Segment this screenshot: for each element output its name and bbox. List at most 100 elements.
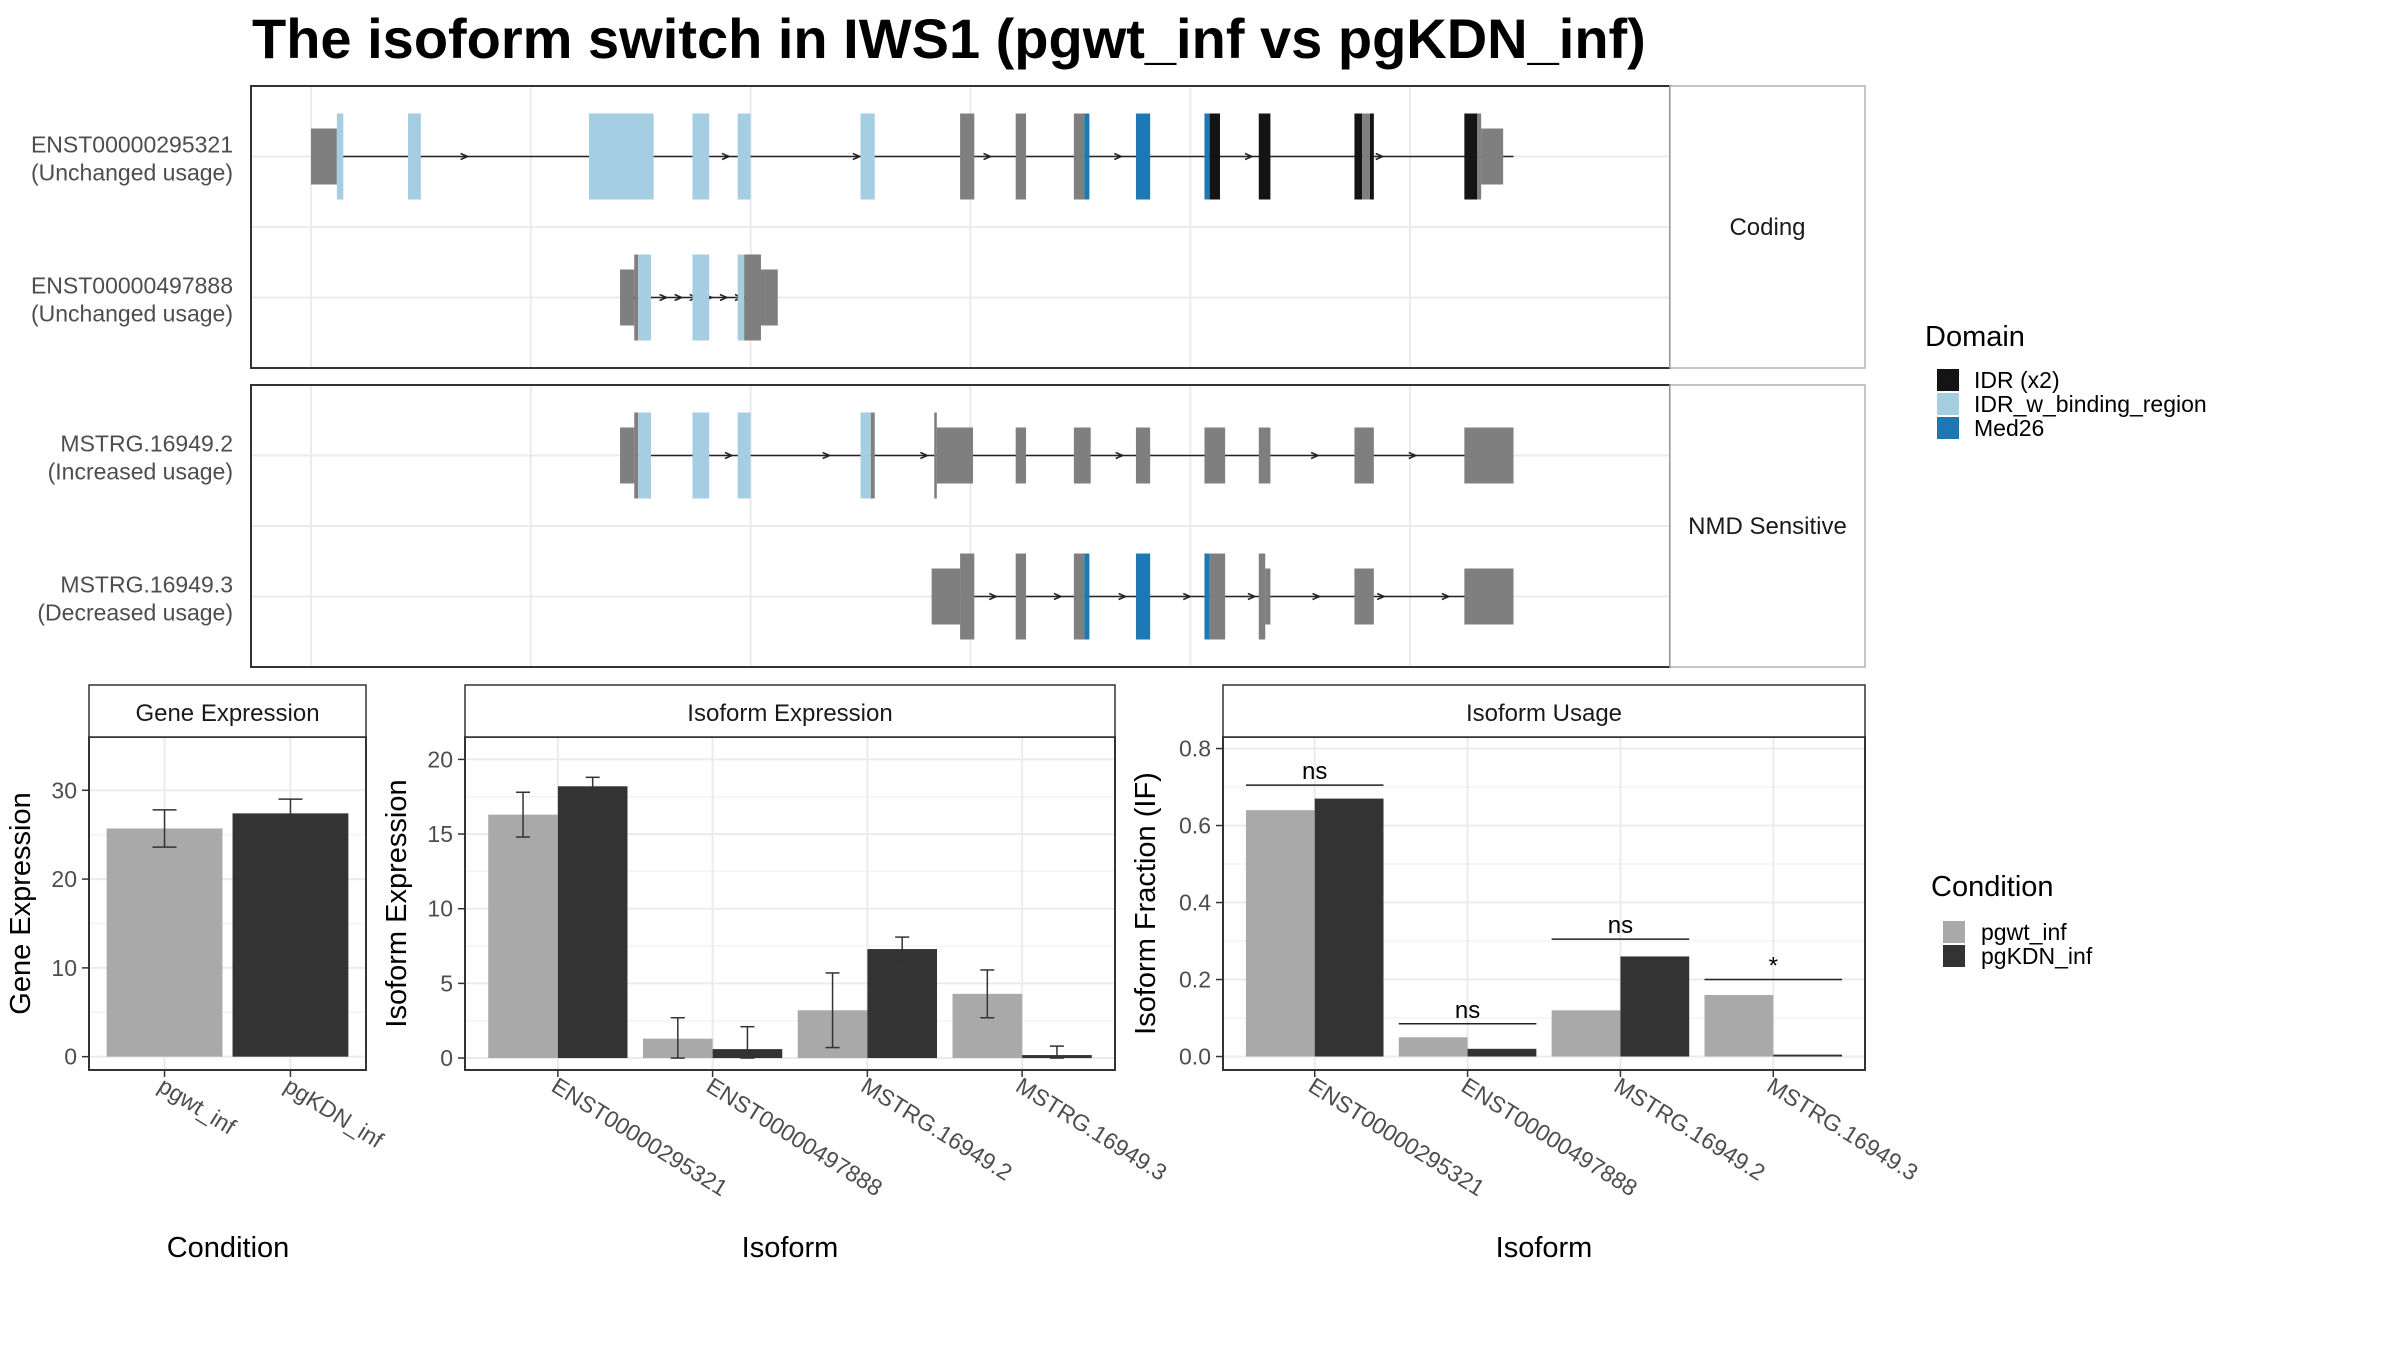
panel-title: Gene Expression: [135, 700, 319, 727]
panel-strip: [1222, 684, 1866, 738]
transcript-usage: (Unchanged usage): [31, 301, 233, 327]
strand-arrow: [1408, 451, 1418, 460]
domain-block: [1204, 113, 1210, 200]
domain-legend-key: [1937, 393, 1959, 415]
domain-block: [692, 254, 710, 341]
strand-arrow: [988, 592, 999, 601]
domain-legend-title: Domain: [1925, 321, 2025, 353]
transcript-name: MSTRG.16949.2: [60, 431, 233, 457]
exon-block: [960, 553, 975, 640]
utr-block: [1481, 128, 1504, 185]
panel-title: Isoform Expression: [687, 700, 892, 727]
x-tick-label: MSTRG.16949.2: [1610, 1072, 1770, 1186]
exon-block: [1073, 113, 1085, 200]
x-tick-label: MSTRG.16949.3: [1011, 1072, 1171, 1186]
y-tick-label: 0.6: [1179, 813, 1211, 839]
utr-block: [1258, 427, 1271, 484]
strand-arrow: [1182, 592, 1193, 601]
domain-block: [588, 113, 654, 200]
facet-strip: [1669, 384, 1866, 668]
strand-arrow: [674, 293, 684, 302]
strand-arrow: [460, 152, 470, 161]
utr-block: [620, 269, 635, 326]
domain-legend-label: Med26: [1974, 415, 2044, 441]
exon-block: [1209, 553, 1226, 640]
significance-label: ns: [1302, 758, 1327, 785]
x-tick-label: MSTRG.16949.3: [1763, 1072, 1923, 1186]
exon-block: [870, 412, 875, 499]
utr-block: [1354, 427, 1374, 484]
strand-arrow: [920, 451, 930, 460]
y-tick-label: 0.4: [1179, 890, 1211, 916]
x-tick-label: pgwt_inf: [154, 1072, 241, 1140]
domain-legend-key: [1937, 417, 1959, 439]
transcript-name: ENST00000295321: [31, 132, 233, 158]
bar: [488, 814, 558, 1059]
strand-arrow: [721, 152, 731, 161]
y-tick-label: 0.0: [1179, 1044, 1211, 1070]
y-tick-label: 5: [440, 970, 453, 996]
domain-block: [1084, 113, 1090, 200]
bar: [1551, 1010, 1621, 1057]
strand-arrow: [1053, 592, 1063, 601]
strand-arrow: [1310, 451, 1321, 460]
utr-block: [1015, 427, 1027, 484]
y-tick-label: 0.8: [1179, 736, 1211, 762]
strand-arrow: [1312, 592, 1322, 601]
domain-block: [1084, 553, 1090, 640]
facet-label: NMD Sensitive: [1688, 513, 1847, 540]
domain-block: [407, 113, 421, 200]
domain-block: [638, 412, 652, 499]
domain-block: [860, 113, 875, 200]
utr-block: [1265, 568, 1271, 625]
transcript-name: ENST00000497888: [31, 273, 233, 299]
bar: [1314, 798, 1384, 1057]
exon-block: [744, 254, 761, 341]
transcript-usage: (Increased usage): [48, 459, 233, 485]
y-tick-label: 0.2: [1179, 967, 1211, 993]
domain-block: [1258, 113, 1271, 200]
exon-block: [1477, 113, 1482, 200]
significance-label: ns: [1608, 912, 1633, 939]
x-tick-label: MSTRG.16949.2: [857, 1072, 1017, 1186]
domain-block: [737, 412, 751, 499]
panel-strip: [88, 684, 367, 738]
bar: [867, 949, 938, 1059]
domain-block: [1354, 113, 1363, 200]
strand-arrow: [983, 152, 993, 161]
domain-block: [737, 113, 751, 200]
domain-legend-key: [1937, 369, 1959, 391]
strand-arrow: [1118, 592, 1128, 601]
y-tick-label: 20: [51, 866, 77, 892]
strand-arrow: [1376, 592, 1387, 601]
condition-legend-key: [1943, 945, 1965, 967]
exon-block: [934, 412, 937, 499]
transcript-usage: (Unchanged usage): [31, 160, 233, 186]
x-axis-label: Condition: [167, 1232, 290, 1264]
bar: [232, 813, 349, 1057]
bar: [1245, 810, 1315, 1057]
domain-block: [1135, 553, 1151, 640]
y-tick-label: 10: [51, 955, 77, 981]
condition-legend-key: [1943, 921, 1965, 943]
significance-label: *: [1769, 953, 1778, 980]
y-tick-label: 10: [427, 896, 453, 922]
utr-block: [311, 128, 337, 185]
y-tick-label: 0: [64, 1044, 77, 1070]
exon-block: [634, 412, 639, 499]
utr-block: [1464, 568, 1514, 625]
domain-block: [692, 412, 710, 499]
significance-label: ns: [1455, 997, 1480, 1024]
strand-arrow: [1244, 152, 1254, 161]
utr-block: [1073, 427, 1091, 484]
domain-block: [1464, 113, 1478, 200]
strand-arrow: [1247, 592, 1257, 601]
domain-legend-label: IDR (x2): [1974, 367, 2060, 393]
y-tick-label: 30: [51, 777, 77, 803]
strand-arrow: [1113, 152, 1124, 161]
domain-block: [1369, 113, 1374, 200]
facet-strip: [1669, 85, 1866, 369]
strand-arrow: [724, 451, 734, 460]
bar: [106, 828, 223, 1057]
x-axis-label: Isoform: [1496, 1232, 1593, 1264]
